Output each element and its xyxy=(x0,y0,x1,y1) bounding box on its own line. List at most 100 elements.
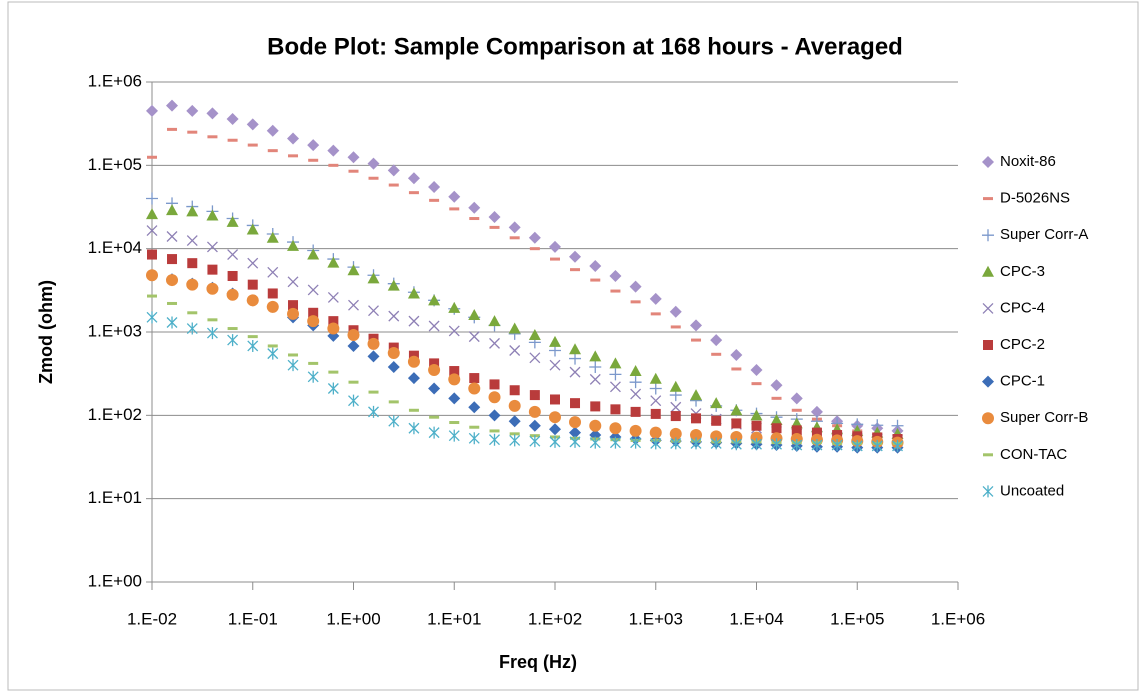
marker xyxy=(407,172,420,185)
marker xyxy=(147,294,157,298)
marker xyxy=(348,169,359,173)
y-tick-label: 1.E+04 xyxy=(88,238,142,257)
marker xyxy=(146,225,158,237)
marker xyxy=(147,249,157,260)
marker xyxy=(508,322,521,334)
x-tick-label: 1.E+01 xyxy=(427,609,481,628)
marker xyxy=(569,343,582,355)
marker xyxy=(649,382,662,395)
marker xyxy=(367,157,380,170)
marker xyxy=(509,432,520,436)
marker xyxy=(691,338,702,342)
marker xyxy=(669,427,682,440)
marker xyxy=(288,300,299,311)
marker xyxy=(388,400,399,404)
marker xyxy=(669,380,682,392)
marker xyxy=(429,415,440,419)
marker xyxy=(167,301,178,305)
marker xyxy=(388,415,400,428)
marker xyxy=(750,409,763,421)
marker xyxy=(288,154,299,158)
marker xyxy=(770,379,783,392)
marker xyxy=(227,327,238,331)
marker xyxy=(448,429,460,442)
marker xyxy=(710,437,722,450)
y-tick-label: 1.E+02 xyxy=(88,405,142,424)
marker xyxy=(186,104,199,117)
marker xyxy=(207,318,218,322)
marker xyxy=(166,316,178,329)
marker xyxy=(327,291,339,303)
legend-label: Super Corr-B xyxy=(1000,409,1088,426)
marker xyxy=(408,191,419,195)
marker xyxy=(528,231,541,244)
marker xyxy=(146,311,158,324)
marker xyxy=(670,411,681,422)
marker xyxy=(528,405,541,418)
marker xyxy=(468,432,480,445)
marker xyxy=(488,391,501,404)
marker xyxy=(609,381,621,393)
marker xyxy=(791,439,803,452)
marker xyxy=(468,401,481,414)
marker xyxy=(407,372,420,385)
marker xyxy=(791,425,802,436)
marker xyxy=(529,247,540,251)
marker xyxy=(528,419,541,432)
marker xyxy=(711,415,722,426)
marker xyxy=(609,357,622,369)
marker xyxy=(590,278,601,282)
marker xyxy=(407,287,420,299)
marker xyxy=(670,325,681,329)
marker xyxy=(187,311,198,315)
marker xyxy=(609,436,621,449)
marker xyxy=(408,422,420,435)
legend-entry: CON-TAC xyxy=(983,446,1067,463)
marker xyxy=(690,429,703,442)
marker xyxy=(226,112,239,125)
marker xyxy=(247,339,259,352)
marker xyxy=(167,127,178,131)
marker xyxy=(368,305,379,317)
marker xyxy=(246,118,259,131)
marker xyxy=(368,176,379,180)
marker xyxy=(367,337,380,350)
marker xyxy=(569,250,582,263)
marker xyxy=(428,320,440,332)
marker xyxy=(307,315,320,328)
marker xyxy=(609,269,622,282)
marker xyxy=(771,438,782,451)
marker xyxy=(550,257,560,261)
marker xyxy=(186,205,199,217)
marker xyxy=(428,363,441,376)
marker xyxy=(811,439,823,452)
x-tick-label: 1.E+02 xyxy=(528,609,582,628)
marker xyxy=(166,231,178,242)
marker xyxy=(630,406,641,417)
marker xyxy=(730,404,743,416)
marker xyxy=(347,264,360,276)
marker xyxy=(146,269,158,282)
x-tick-label: 1.E+04 xyxy=(729,609,783,628)
marker xyxy=(267,347,279,360)
marker xyxy=(448,301,461,313)
marker xyxy=(710,430,723,443)
marker xyxy=(449,207,460,211)
legend-entry: CPC-4 xyxy=(982,299,1045,316)
legend-label: D-5026NS xyxy=(1000,190,1070,207)
marker xyxy=(307,248,320,260)
legend-entry: Super Corr-B xyxy=(982,409,1088,426)
marker xyxy=(307,139,320,152)
marker xyxy=(489,337,500,349)
marker xyxy=(288,353,299,357)
marker xyxy=(146,104,158,117)
marker xyxy=(629,424,642,437)
marker xyxy=(649,372,662,384)
marker xyxy=(408,315,420,327)
marker xyxy=(206,241,218,253)
marker xyxy=(226,288,239,301)
marker xyxy=(590,401,601,412)
y-tick-label: 1.E+06 xyxy=(88,71,142,90)
marker xyxy=(983,453,993,457)
series xyxy=(146,311,903,452)
